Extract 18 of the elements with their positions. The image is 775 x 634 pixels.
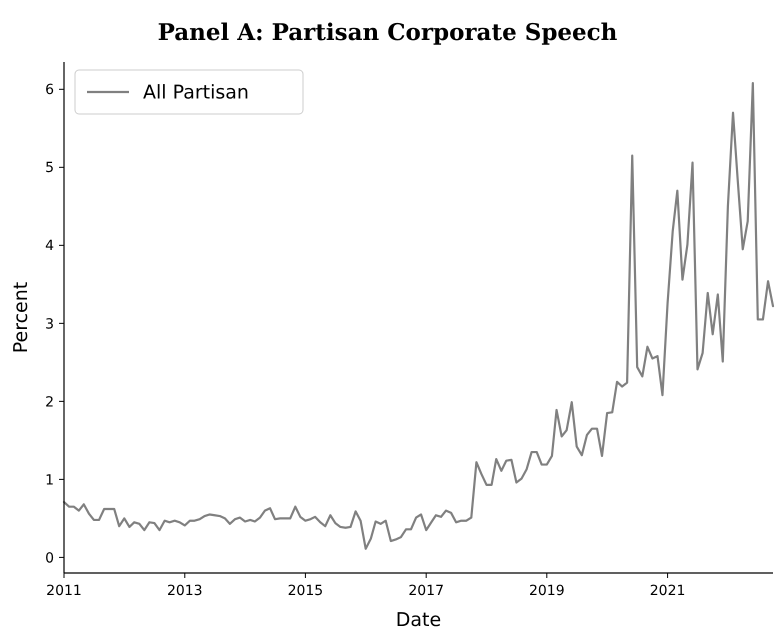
y-tick-label: 2	[45, 394, 54, 410]
x-tick-label: 2015	[288, 583, 324, 599]
legend-label: All Partisan	[143, 82, 249, 104]
y-axis-title: Percent	[10, 282, 32, 354]
x-tick-label: 2017	[408, 583, 444, 599]
y-tick-label: 1	[45, 472, 54, 488]
y-tick-label: 3	[45, 316, 54, 332]
y-tick-label: 6	[45, 82, 54, 98]
y-tick-label: 4	[45, 238, 54, 254]
x-tick-label: 2019	[528, 583, 565, 599]
x-tick-label: 2021	[650, 583, 686, 599]
y-tick-label: 5	[45, 160, 54, 176]
y-tick-label: 0	[45, 550, 54, 566]
x-tick-label: 2013	[166, 583, 203, 599]
chart-title: Panel A: Partisan Corporate Speech	[158, 19, 618, 46]
x-tick-label: 2011	[46, 583, 82, 599]
line-series	[62, 82, 774, 550]
x-axis-title: Date	[396, 609, 442, 631]
